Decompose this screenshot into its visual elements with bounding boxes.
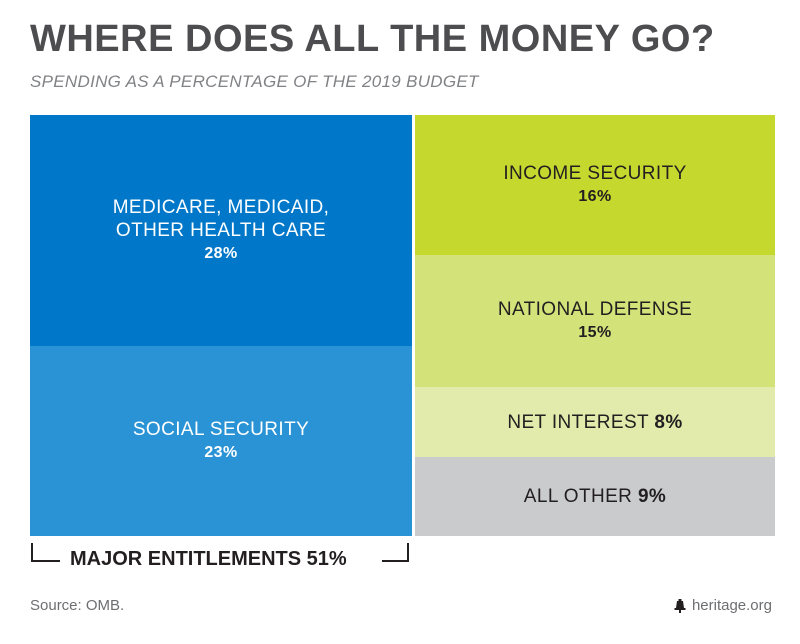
major-entitlements-label: MAJOR ENTITLEMENTS 51%: [66, 548, 351, 571]
treemap-cell: MEDICARE, MEDICAID, OTHER HEALTH CARE 28%: [30, 115, 412, 346]
cell-value: 8%: [654, 411, 683, 433]
source-note: Source: OMB.: [30, 597, 125, 614]
cell-value: 23%: [204, 444, 238, 461]
chart-subtitle: SPENDING AS A PERCENTAGE OF THE 2019 BUD…: [30, 72, 479, 91]
cell-label: ALL OTHER: [523, 486, 633, 507]
cell-label-line: ALL OTHER 9%: [524, 485, 666, 508]
cell-label-line: NET INTEREST 8%: [507, 411, 682, 434]
brand-text: heritage.org: [691, 597, 772, 614]
brand: heritage.org: [674, 597, 772, 614]
cell-value: 9%: [637, 486, 667, 507]
cell-label: SOCIAL SECURITY: [132, 419, 310, 440]
treemap-cell: INCOME SECURITY 16%: [415, 115, 775, 255]
cell-label: NET INTEREST: [507, 411, 649, 433]
chart-title: WHERE DOES ALL THE MONEY GO?: [30, 18, 715, 60]
treemap: MEDICARE, MEDICAID, OTHER HEALTH CARE 28% S…: [30, 115, 775, 536]
treemap-cell: NET INTEREST 8%: [415, 387, 775, 457]
cell-label: OTHER HEALTH CARE: [115, 220, 327, 241]
cell-label: NATIONAL DEFENSE: [497, 299, 693, 320]
cell-value: 16%: [578, 188, 612, 205]
cell-label: INCOME SECURITY: [503, 163, 687, 184]
cell-label: MEDICARE, MEDICAID,: [112, 197, 330, 218]
cell-value: 15%: [578, 324, 612, 341]
major-entitlements-bracket: [31, 543, 409, 562]
treemap-cell: ALL OTHER 9%: [415, 457, 775, 536]
treemap-cell: NATIONAL DEFENSE 15%: [415, 255, 775, 387]
cell-value: 28%: [204, 245, 238, 262]
liberty-bell-icon: [674, 598, 686, 613]
treemap-cell: SOCIAL SECURITY 23%: [30, 346, 412, 536]
